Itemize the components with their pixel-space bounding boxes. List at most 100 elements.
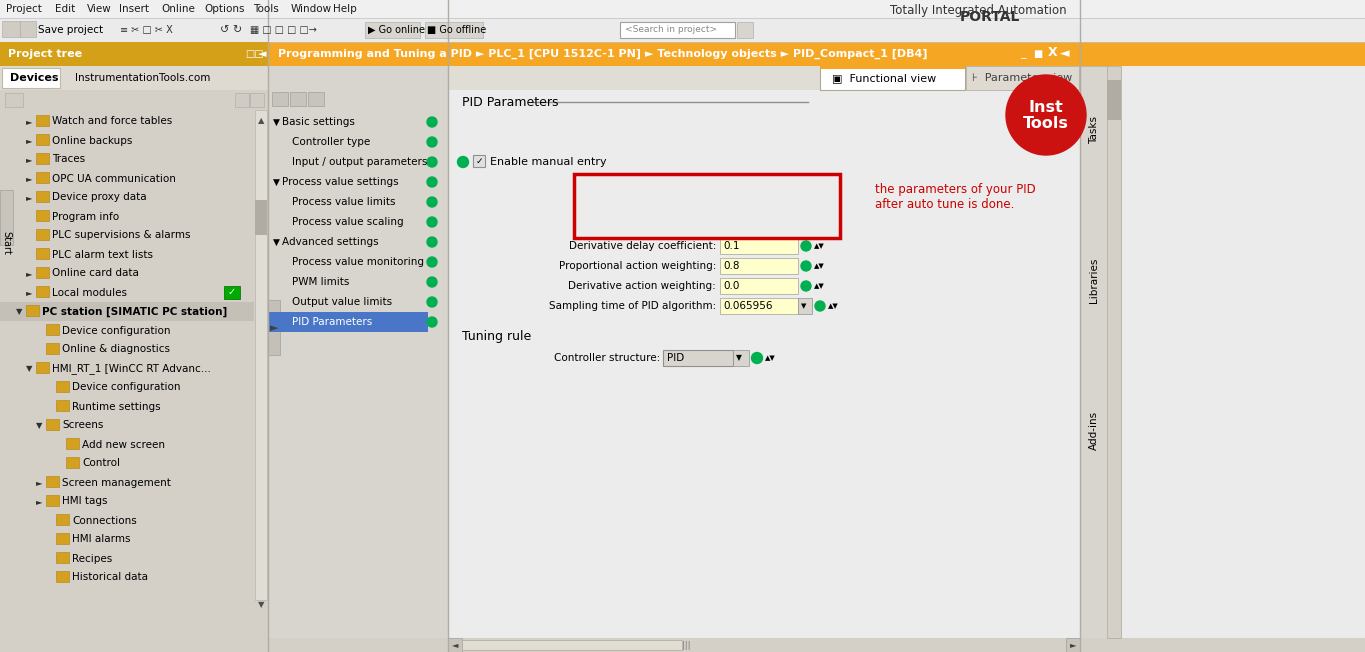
- Text: ◄: ◄: [452, 640, 459, 649]
- Circle shape: [427, 297, 437, 307]
- Text: Local modules: Local modules: [52, 288, 127, 297]
- Text: ▲▼: ▲▼: [764, 355, 775, 361]
- Text: PID: PID: [667, 353, 684, 363]
- Text: Tasks: Tasks: [1089, 116, 1099, 144]
- Bar: [719, 238, 799, 254]
- Circle shape: [815, 301, 824, 311]
- Text: ►: ►: [26, 155, 33, 164]
- Text: _: _: [1020, 49, 1025, 59]
- Bar: [35, 115, 49, 126]
- Circle shape: [801, 261, 811, 271]
- Text: ✓: ✓: [228, 288, 236, 297]
- Text: Integral action time:: Integral action time:: [610, 201, 717, 211]
- Text: Add new screen: Add new screen: [82, 439, 165, 449]
- Bar: [0, 492, 254, 511]
- Circle shape: [427, 177, 437, 187]
- Bar: [0, 397, 254, 416]
- Bar: [719, 178, 799, 194]
- Bar: [224, 286, 240, 299]
- Text: Output value limits: Output value limits: [292, 297, 392, 307]
- Text: Proportional action weighting:: Proportional action weighting:: [558, 261, 717, 271]
- Bar: [56, 381, 70, 392]
- Text: InstrumentationTools.com: InstrumentationTools.com: [75, 73, 210, 83]
- Bar: [0, 112, 254, 131]
- Bar: [56, 533, 70, 544]
- Bar: [0, 0, 1365, 18]
- Text: ■: ■: [1033, 49, 1043, 59]
- Bar: [448, 638, 461, 652]
- Text: ▲▼: ▲▼: [814, 243, 824, 249]
- Bar: [35, 172, 49, 183]
- Bar: [0, 245, 254, 264]
- Text: ►: ►: [35, 478, 42, 487]
- Text: ▲▼: ▲▼: [829, 203, 838, 209]
- Circle shape: [815, 201, 824, 211]
- Text: ≡ ✂ □ ✂ X: ≡ ✂ □ ✂ X: [120, 25, 173, 35]
- Bar: [799, 198, 812, 214]
- Text: ►: ►: [26, 193, 33, 202]
- Text: ▲▼: ▲▼: [829, 223, 838, 229]
- Bar: [0, 302, 254, 321]
- Text: PID Parameters: PID Parameters: [461, 95, 558, 108]
- Bar: [35, 153, 49, 164]
- Bar: [0, 530, 254, 549]
- Bar: [799, 298, 812, 314]
- Bar: [268, 300, 280, 355]
- Bar: [820, 66, 965, 90]
- Text: 0.065956: 0.065956: [723, 301, 773, 311]
- Text: Watch and force tables: Watch and force tables: [52, 117, 172, 126]
- Text: Programming and Tuning a PID ► PLC_1 [CPU 1512C-1 PN] ► Technology objects ► PID: Programming and Tuning a PID ► PLC_1 [CP…: [278, 49, 927, 59]
- Text: ▲▼: ▲▼: [814, 263, 824, 269]
- Text: Historical data: Historical data: [72, 572, 147, 582]
- Text: ▼: ▼: [26, 364, 33, 373]
- Bar: [474, 155, 485, 167]
- Text: Device configuration: Device configuration: [72, 383, 180, 393]
- Text: 0.0: 0.0: [723, 281, 740, 291]
- Text: ►: ►: [26, 174, 33, 183]
- Text: ⊦  Parameter view: ⊦ Parameter view: [972, 73, 1073, 83]
- Circle shape: [427, 197, 437, 207]
- Bar: [966, 66, 1078, 90]
- Bar: [35, 134, 49, 145]
- Bar: [250, 93, 263, 107]
- Circle shape: [801, 181, 811, 191]
- Bar: [0, 454, 254, 473]
- Text: Process value settings: Process value settings: [283, 177, 399, 187]
- Text: 0.8: 0.8: [723, 261, 740, 271]
- Bar: [268, 90, 450, 110]
- Text: ▲▼: ▲▼: [814, 183, 824, 189]
- Text: Help: Help: [333, 4, 358, 14]
- Text: Online & diagnostics: Online & diagnostics: [61, 344, 171, 355]
- Circle shape: [815, 221, 824, 231]
- Bar: [820, 66, 965, 69]
- Text: Process value monitoring: Process value monitoring: [292, 257, 425, 267]
- Bar: [448, 66, 1080, 638]
- Text: ►: ►: [26, 288, 33, 297]
- Bar: [1107, 80, 1121, 120]
- Text: Recipes: Recipes: [72, 554, 112, 563]
- Bar: [425, 22, 483, 38]
- Bar: [620, 22, 734, 38]
- Text: <Search in project>: <Search in project>: [625, 25, 717, 35]
- Bar: [0, 416, 254, 435]
- Text: Add-ins: Add-ins: [1089, 411, 1099, 450]
- Bar: [0, 66, 268, 90]
- Bar: [66, 457, 79, 468]
- Text: ◄: ◄: [1061, 48, 1070, 61]
- Text: Proportional gain:: Proportional gain:: [622, 181, 717, 191]
- Bar: [448, 152, 848, 172]
- Bar: [255, 200, 268, 235]
- Bar: [56, 571, 70, 582]
- Text: Options: Options: [205, 4, 244, 14]
- Text: Tuning rule: Tuning rule: [461, 330, 531, 343]
- Bar: [20, 21, 35, 37]
- Bar: [0, 226, 254, 245]
- Bar: [35, 286, 49, 297]
- Bar: [0, 90, 268, 110]
- Bar: [799, 218, 812, 234]
- Bar: [0, 207, 254, 226]
- Circle shape: [801, 281, 811, 291]
- Text: □□: □□: [244, 49, 263, 59]
- Text: Inst: Inst: [1029, 100, 1063, 115]
- Text: ▼: ▼: [801, 303, 807, 309]
